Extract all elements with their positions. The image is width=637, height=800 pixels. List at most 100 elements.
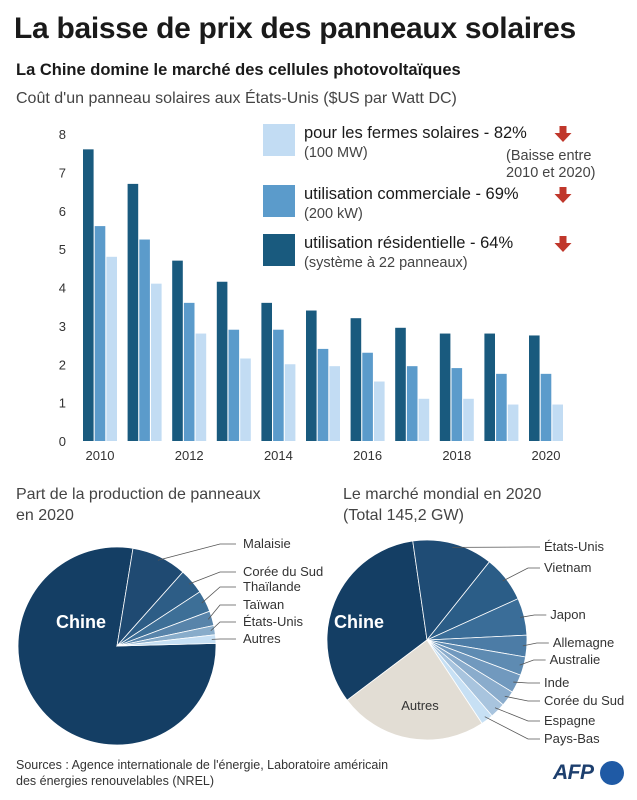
leader-line [513, 681, 540, 684]
pie-label-chine-production: Chine [56, 612, 106, 632]
pie-label-6: Autres [243, 631, 281, 646]
bar-2016-series-1 [362, 352, 373, 441]
legend-swatch-0 [263, 234, 295, 266]
bar-2012-series-0 [172, 260, 183, 441]
pie-label-chine-market: Chine [334, 612, 384, 632]
pie-label-1: Malaisie [243, 536, 291, 551]
legend-note-2: (100 MW) [304, 145, 368, 161]
bar-2011-series-0 [127, 183, 139, 441]
y-tick-label: 5 [59, 242, 66, 257]
bar-2010-series-0 [83, 149, 94, 441]
leader-line [201, 586, 236, 604]
down-arrow-icon [554, 236, 572, 252]
y-tick-label: 1 [59, 396, 66, 411]
x-tick-label: 2020 [532, 448, 561, 463]
legend-note-1: (200 kW) [304, 206, 363, 222]
sources-line1: Sources : Agence internationale de l'éne… [16, 758, 389, 772]
bar-2019-series-0 [484, 333, 495, 441]
x-tick-label: 2016 [353, 448, 382, 463]
leader-line [207, 604, 236, 620]
down-arrow-icon [554, 187, 572, 203]
y-tick-label: 7 [59, 165, 66, 180]
down-arrow-icon [554, 126, 572, 142]
bar-2014-series-0 [261, 302, 272, 441]
bar-2013-series-1 [228, 329, 240, 441]
leader-line [502, 567, 540, 582]
pie-label-3: Thaïlande [243, 579, 301, 594]
bar-2011-series-1 [139, 239, 150, 441]
y-tick-label: 6 [59, 204, 66, 219]
sources-note: Sources : Agence internationale de l'éne… [16, 757, 388, 789]
bar-2017-series-2 [418, 398, 430, 441]
legend-label-0: utilisation résidentielle - 64% [304, 234, 513, 252]
pie-label-4: Taïwan [243, 597, 284, 612]
leader-line [504, 695, 540, 702]
bar-2015-series-0 [306, 310, 317, 441]
x-tick-label: 2018 [442, 448, 471, 463]
legend-swatch-2 [263, 124, 295, 156]
leader-line [522, 642, 549, 647]
market-pie-slice-10 [346, 639, 483, 741]
legend-note-0: (système à 22 panneaux) [304, 255, 468, 271]
pie-label-8: Espagne [544, 713, 595, 728]
bar-2020-series-0 [529, 335, 540, 441]
bar-2016-series-2 [374, 381, 385, 441]
page-title: La baisse de prix des panneaux solaires [14, 12, 576, 45]
bar-2018-series-2 [463, 398, 474, 441]
bar-2018-series-0 [439, 333, 451, 441]
leader-line [484, 716, 540, 740]
bar-2015-series-2 [329, 366, 340, 441]
pie-label-2: Vietnam [544, 560, 591, 575]
bar-2013-series-2 [240, 358, 251, 441]
y-tick-label: 2 [59, 357, 66, 372]
leader-line [519, 659, 546, 666]
bar-2012-series-1 [183, 302, 195, 441]
legend-swatch-1 [263, 185, 295, 217]
market-pie-title-line2: (Total 145,2 GW) [343, 507, 464, 524]
bar-2010-series-2 [106, 256, 117, 441]
bar-2020-series-1 [540, 373, 552, 441]
bar-2017-series-0 [395, 327, 406, 441]
pie-label-4: Allemagne [553, 635, 614, 650]
production-pie-title-line2: en 2020 [16, 507, 74, 524]
bar-2010-series-1 [94, 226, 106, 441]
bar-2020-series-2 [552, 404, 563, 441]
legend-label-1: utilisation commerciale - 69% [304, 185, 519, 203]
production-pie-title-line1: Part de la production de panneaux [16, 486, 261, 503]
bar-2019-series-1 [496, 373, 507, 441]
pie-label-6: Inde [544, 675, 569, 690]
bar-2019-series-2 [507, 404, 519, 441]
pie-label-2: Corée du Sud [243, 564, 323, 579]
leader-line [210, 621, 236, 632]
pie-label-5: Australie [550, 652, 601, 667]
bar-2015-series-1 [317, 348, 329, 441]
y-tick-label: 0 [59, 434, 66, 449]
y-tick-label: 3 [59, 319, 66, 334]
production-pie-title: Part de la production de panneaux en 202… [16, 484, 261, 526]
pie-label-7: Corée du Sud [544, 693, 624, 708]
leader-line [188, 571, 236, 585]
leader-line [494, 707, 540, 722]
pie-label-9: Pays-Bas [544, 731, 600, 746]
bar-2016-series-0 [350, 318, 362, 441]
bar-2014-series-1 [273, 329, 284, 441]
pie-label-1: États-Unis [544, 539, 604, 554]
pie-label-5: États-Unis [243, 614, 303, 629]
sources-line2: des énergies renouvelables (NREL) [16, 774, 215, 788]
legend-label-2: pour les fermes solaires - 82% [304, 124, 527, 142]
bar-2014-series-2 [284, 364, 296, 441]
bar-2017-series-1 [406, 366, 418, 441]
y-tick-label: 4 [59, 281, 66, 296]
market-pie-slice-1 [412, 539, 490, 641]
bar-2013-series-0 [216, 281, 228, 441]
legend-annotation-line2: 2010 et 2020) [506, 165, 596, 181]
y-tick-label: 8 [59, 127, 66, 142]
x-tick-label: 2014 [264, 448, 293, 463]
x-tick-label: 2010 [86, 448, 115, 463]
market-pie-slice-0 [326, 540, 428, 701]
pie-label-autres-market: Autres [401, 698, 439, 713]
bar-2011-series-2 [151, 283, 162, 441]
bar-chart-caption: Coût d'un panneau solaires aux États-Uni… [16, 90, 457, 107]
x-tick-label: 2012 [175, 448, 204, 463]
